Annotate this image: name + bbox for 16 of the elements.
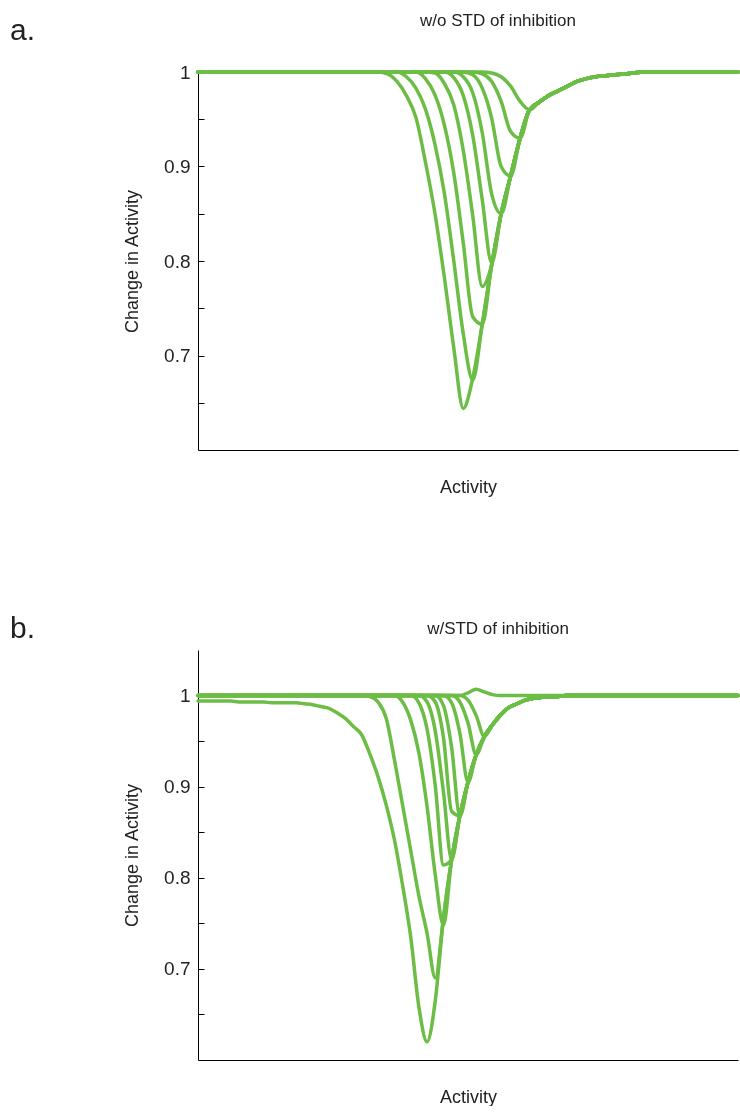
text: a. bbox=[10, 13, 36, 46]
y-axis-title: Change in Activity bbox=[122, 783, 143, 928]
y-tick-label: 0.8 bbox=[164, 867, 191, 889]
y-tick-label: 0.9 bbox=[164, 156, 191, 177]
x-axis-title: Activity bbox=[439, 476, 498, 497]
x-axis-title: Activity bbox=[439, 1086, 498, 1107]
y-tick-label: 1 bbox=[179, 685, 191, 707]
chart-title: w/o STD of inhibition bbox=[419, 11, 576, 30]
chart-title: w/STD of inhibition bbox=[426, 619, 569, 638]
y-tick-label: 0.8 bbox=[164, 250, 191, 272]
y-axis-title: Change in Activity bbox=[122, 189, 143, 334]
y-tick-label: 1 bbox=[179, 61, 191, 83]
y-tick-label: 0.9 bbox=[164, 776, 191, 798]
y-tick-label: 0.7 bbox=[164, 958, 191, 980]
text: b. bbox=[10, 611, 36, 644]
y-tick-label: 0.7 bbox=[164, 345, 191, 366]
